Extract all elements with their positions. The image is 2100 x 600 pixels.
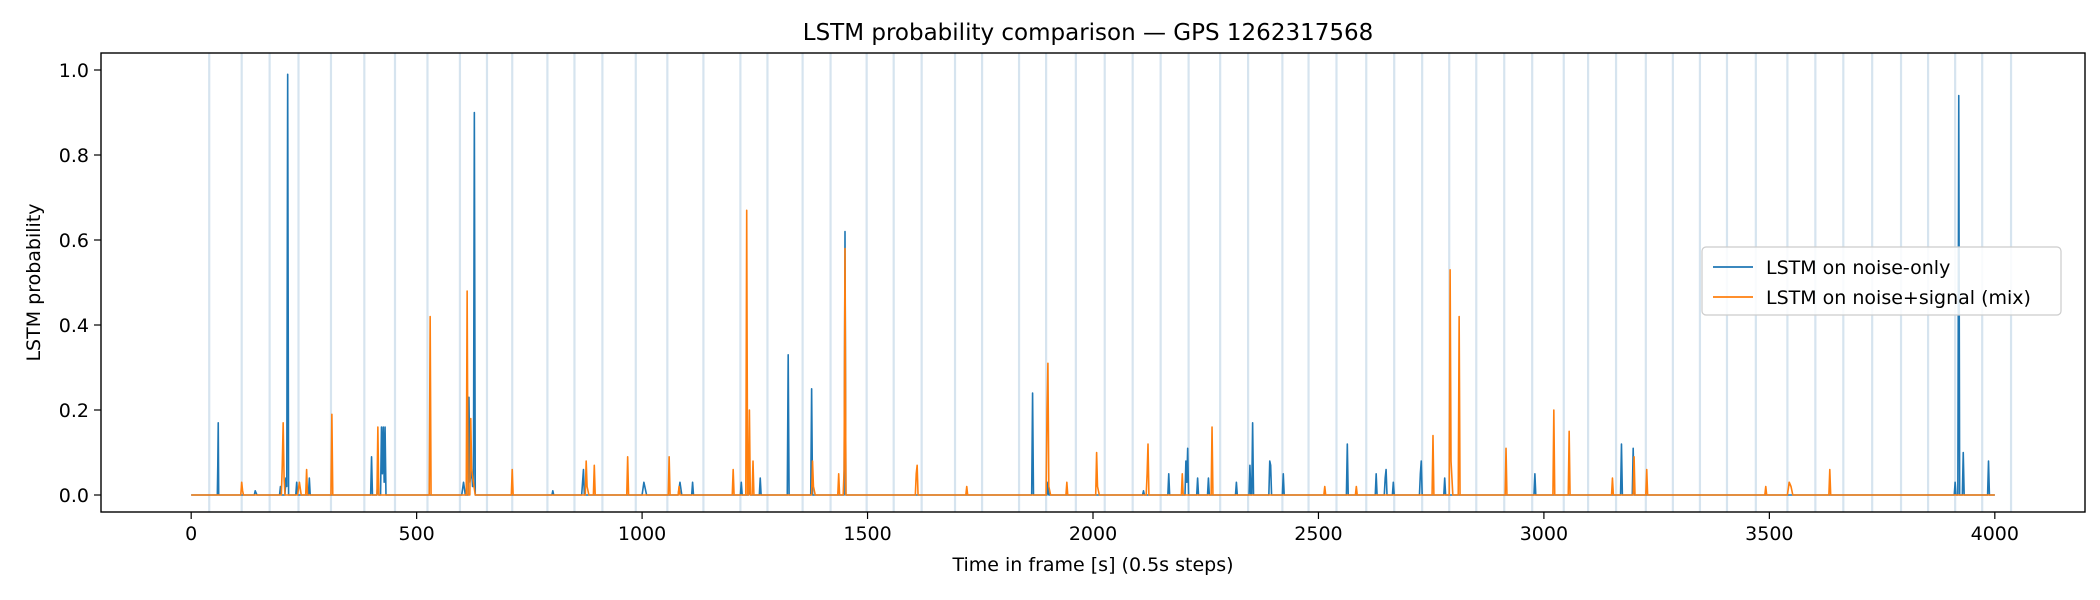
legend-label: LSTM on noise+signal (mix) <box>1766 287 2031 309</box>
x-axis-label: Time in frame [s] (0.5s steps) <box>951 554 1233 576</box>
legend: LSTM on noise-only LSTM on noise+signal (… <box>1701 246 2062 316</box>
x-tick-label: 2500 <box>1294 523 1342 545</box>
x-tick-label: 1500 <box>843 523 891 545</box>
series-line-2 <box>191 209 1995 496</box>
x-tick-label: 2000 <box>1069 523 1117 545</box>
y-tick-label: 0.2 <box>59 400 89 422</box>
x-axis: 0 500 1000 1500 2000 2500 3000 3500 4000 <box>185 512 2019 545</box>
series-layer <box>191 73 1995 496</box>
plot-area <box>100 52 2086 513</box>
y-tick-label: 0.4 <box>59 315 89 337</box>
legend-label: LSTM on noise-only <box>1766 257 1950 279</box>
x-tick-label: 500 <box>399 523 435 545</box>
chart-title: LSTM probability comparison — GPS 126231… <box>803 20 1374 46</box>
y-tick-label: 0.8 <box>59 145 89 167</box>
x-tick-label: 4000 <box>1971 523 2019 545</box>
x-tick-label: 1000 <box>618 523 666 545</box>
y-axis-label: LSTM probability <box>23 203 45 361</box>
y-tick-label: 0.6 <box>59 230 89 252</box>
x-tick-label: 0 <box>185 523 197 545</box>
legend-box <box>1701 246 2062 316</box>
y-axis: 0.0 0.2 0.4 0.6 0.8 1.0 <box>59 60 101 507</box>
background-markers <box>208 53 2013 512</box>
x-tick-label: 3500 <box>1745 523 1793 545</box>
y-tick-label: 1.0 <box>59 60 89 82</box>
y-tick-label: 0.0 <box>59 485 89 507</box>
x-tick-label: 3000 <box>1520 523 1568 545</box>
